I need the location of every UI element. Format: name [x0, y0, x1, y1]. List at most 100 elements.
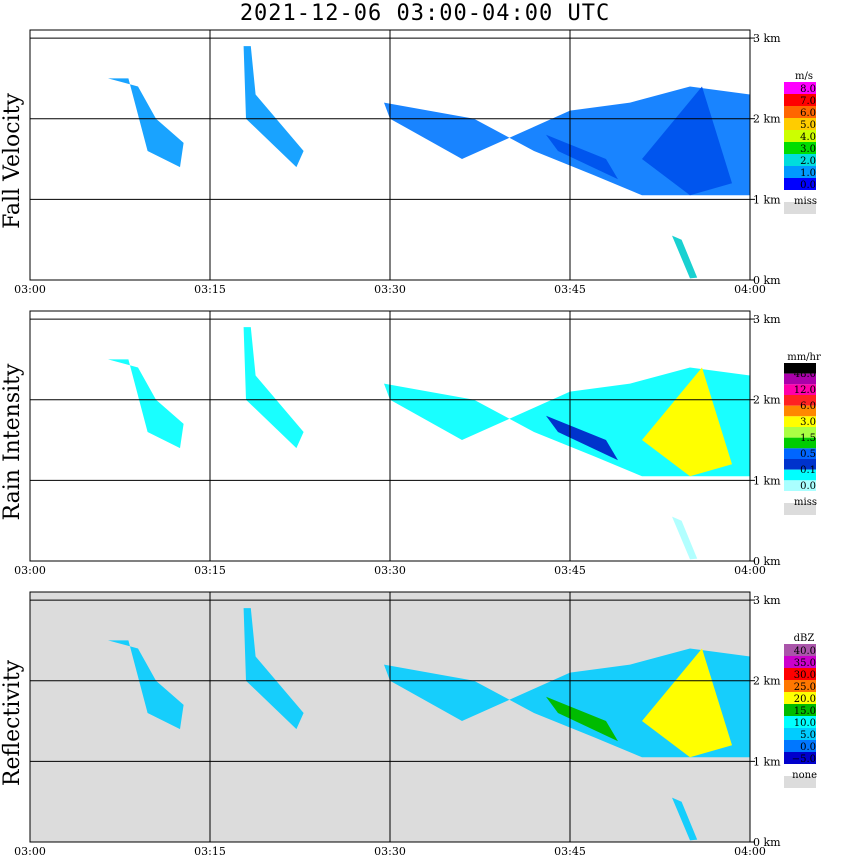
x-tick-label: 03:45 — [554, 845, 586, 858]
x-tick-label: 03:15 — [194, 564, 226, 577]
legend-label: 4.0 — [800, 132, 816, 143]
legend-label: 35.0 — [794, 658, 816, 669]
legend-swatch — [784, 416, 816, 427]
legend-label: 1.0 — [800, 168, 816, 179]
legend-swatch — [784, 459, 816, 470]
y-tick-label: 0 km — [753, 836, 781, 849]
legend-label: 30.0 — [794, 670, 816, 681]
legend-label: 1.5 — [800, 433, 816, 444]
echo-region — [672, 235, 698, 279]
x-tick-label: 03:00 — [14, 845, 46, 858]
legend-label: 40.0 — [794, 646, 816, 657]
legend-swatch — [784, 106, 816, 118]
legend-swatch — [784, 166, 816, 178]
y-tick-label: 1 km — [753, 755, 781, 768]
y-tick-label: 2 km — [753, 394, 781, 407]
x-tick-label: 04:00 — [734, 283, 766, 296]
x-tick-label: 03:00 — [14, 564, 46, 577]
y-tick-label: 3 km — [753, 594, 781, 607]
legend-label: 2.0 — [800, 156, 816, 167]
legend-label: 6.0 — [800, 108, 816, 119]
legend-label: −5.0 — [792, 754, 816, 765]
echo-core — [546, 696, 618, 742]
echo-region — [108, 78, 184, 168]
y-tick-label: 0 km — [753, 555, 781, 568]
echo-region — [672, 797, 698, 841]
legend-label: 25.0 — [794, 682, 816, 693]
echo-region — [108, 640, 184, 730]
plot-frame — [29, 310, 751, 562]
legend-swatch — [784, 668, 816, 680]
echo-core — [642, 86, 732, 196]
legend-swatch — [784, 178, 816, 190]
echo-core — [546, 134, 618, 180]
legend-swatch — [784, 395, 816, 406]
legend-label: 15.0 — [794, 706, 816, 717]
legend-label: 5.0 — [800, 120, 816, 131]
panel-3: 03:00 03:15 03:30 03:45 04:000 km 1 km 2 km 3 k… — [14, 591, 817, 858]
legend-swatch — [784, 142, 816, 154]
echo-core — [642, 648, 732, 758]
legend-label: 48.0 — [794, 369, 816, 380]
legend-swatch — [784, 469, 816, 481]
legend-label: 7.0 — [800, 96, 816, 107]
legend-label: 0.1 — [800, 465, 816, 476]
y-tick-label: 1 km — [753, 193, 781, 206]
legend-label: 5.0 — [800, 730, 816, 741]
legend-swatch — [784, 118, 816, 130]
x-tick-label: 03:15 — [194, 845, 226, 858]
legend-swatch — [784, 437, 816, 449]
echo-region — [243, 46, 304, 168]
legend-missing-label: miss — [794, 497, 817, 508]
legend-swatch — [784, 692, 816, 704]
panel-2: 03:00 03:15 03:30 03:45 04:000 km 1 km 2 km 3 k… — [14, 310, 821, 577]
legend-label: 6.0 — [800, 401, 816, 412]
legend-swatch — [784, 154, 816, 166]
panel-1: 03:00 03:15 03:30 03:45 04:000 km 1 km 2 km 3 k… — [14, 29, 817, 296]
legend-swatch — [784, 405, 816, 417]
legend-swatch — [784, 480, 816, 491]
legend-label: 3.0 — [800, 144, 816, 155]
legend-label: 20.0 — [794, 694, 816, 705]
echo-region — [108, 359, 184, 449]
legend-swatch — [784, 704, 816, 716]
legend-label: 0.0 — [800, 180, 816, 191]
echo-region — [243, 608, 304, 730]
legend-unit: dBZ — [794, 633, 815, 644]
legend-label: 10.0 — [794, 718, 816, 729]
legend-label: 8.0 — [800, 84, 816, 95]
plot-frame — [29, 591, 751, 843]
legend-swatch — [784, 656, 816, 668]
plot-frame — [29, 29, 751, 281]
x-tick-label: 03:45 — [554, 564, 586, 577]
x-tick-label: 04:00 — [734, 564, 766, 577]
y-tick-label: 1 km — [753, 474, 781, 487]
legend-unit: mm/hr — [787, 352, 821, 363]
legend-swatch — [784, 644, 816, 656]
legend-swatch — [784, 728, 816, 740]
legend-label: 0.0 — [800, 481, 816, 492]
echo-region — [243, 327, 304, 449]
x-tick-label: 03:00 — [14, 283, 46, 296]
legend-missing-swatch — [784, 776, 816, 788]
echo-region — [672, 516, 698, 560]
y-tick-label: 2 km — [753, 113, 781, 126]
x-tick-label: 03:30 — [374, 845, 406, 858]
legend-swatch — [784, 373, 816, 385]
legend-label: 12.0 — [794, 385, 816, 396]
legend-missing-swatch — [784, 503, 816, 515]
legend-unit: m/s — [795, 71, 813, 82]
y-tick-label: 0 km — [753, 274, 781, 287]
chart-title: 2021-12-06 03:00-04:00 UTC — [239, 1, 611, 26]
x-tick-label: 03:30 — [374, 564, 406, 577]
x-tick-label: 03:30 — [374, 283, 406, 296]
y-tick-label: 3 km — [753, 313, 781, 326]
legend-swatch — [784, 130, 816, 142]
legend-label: 3.0 — [800, 417, 816, 428]
x-tick-label: 03:45 — [554, 283, 586, 296]
legend-swatch — [784, 82, 816, 94]
legend-missing-label: miss — [794, 196, 817, 207]
legend-swatch — [784, 740, 816, 752]
legend-swatch — [784, 680, 816, 692]
echo-core — [642, 367, 732, 477]
